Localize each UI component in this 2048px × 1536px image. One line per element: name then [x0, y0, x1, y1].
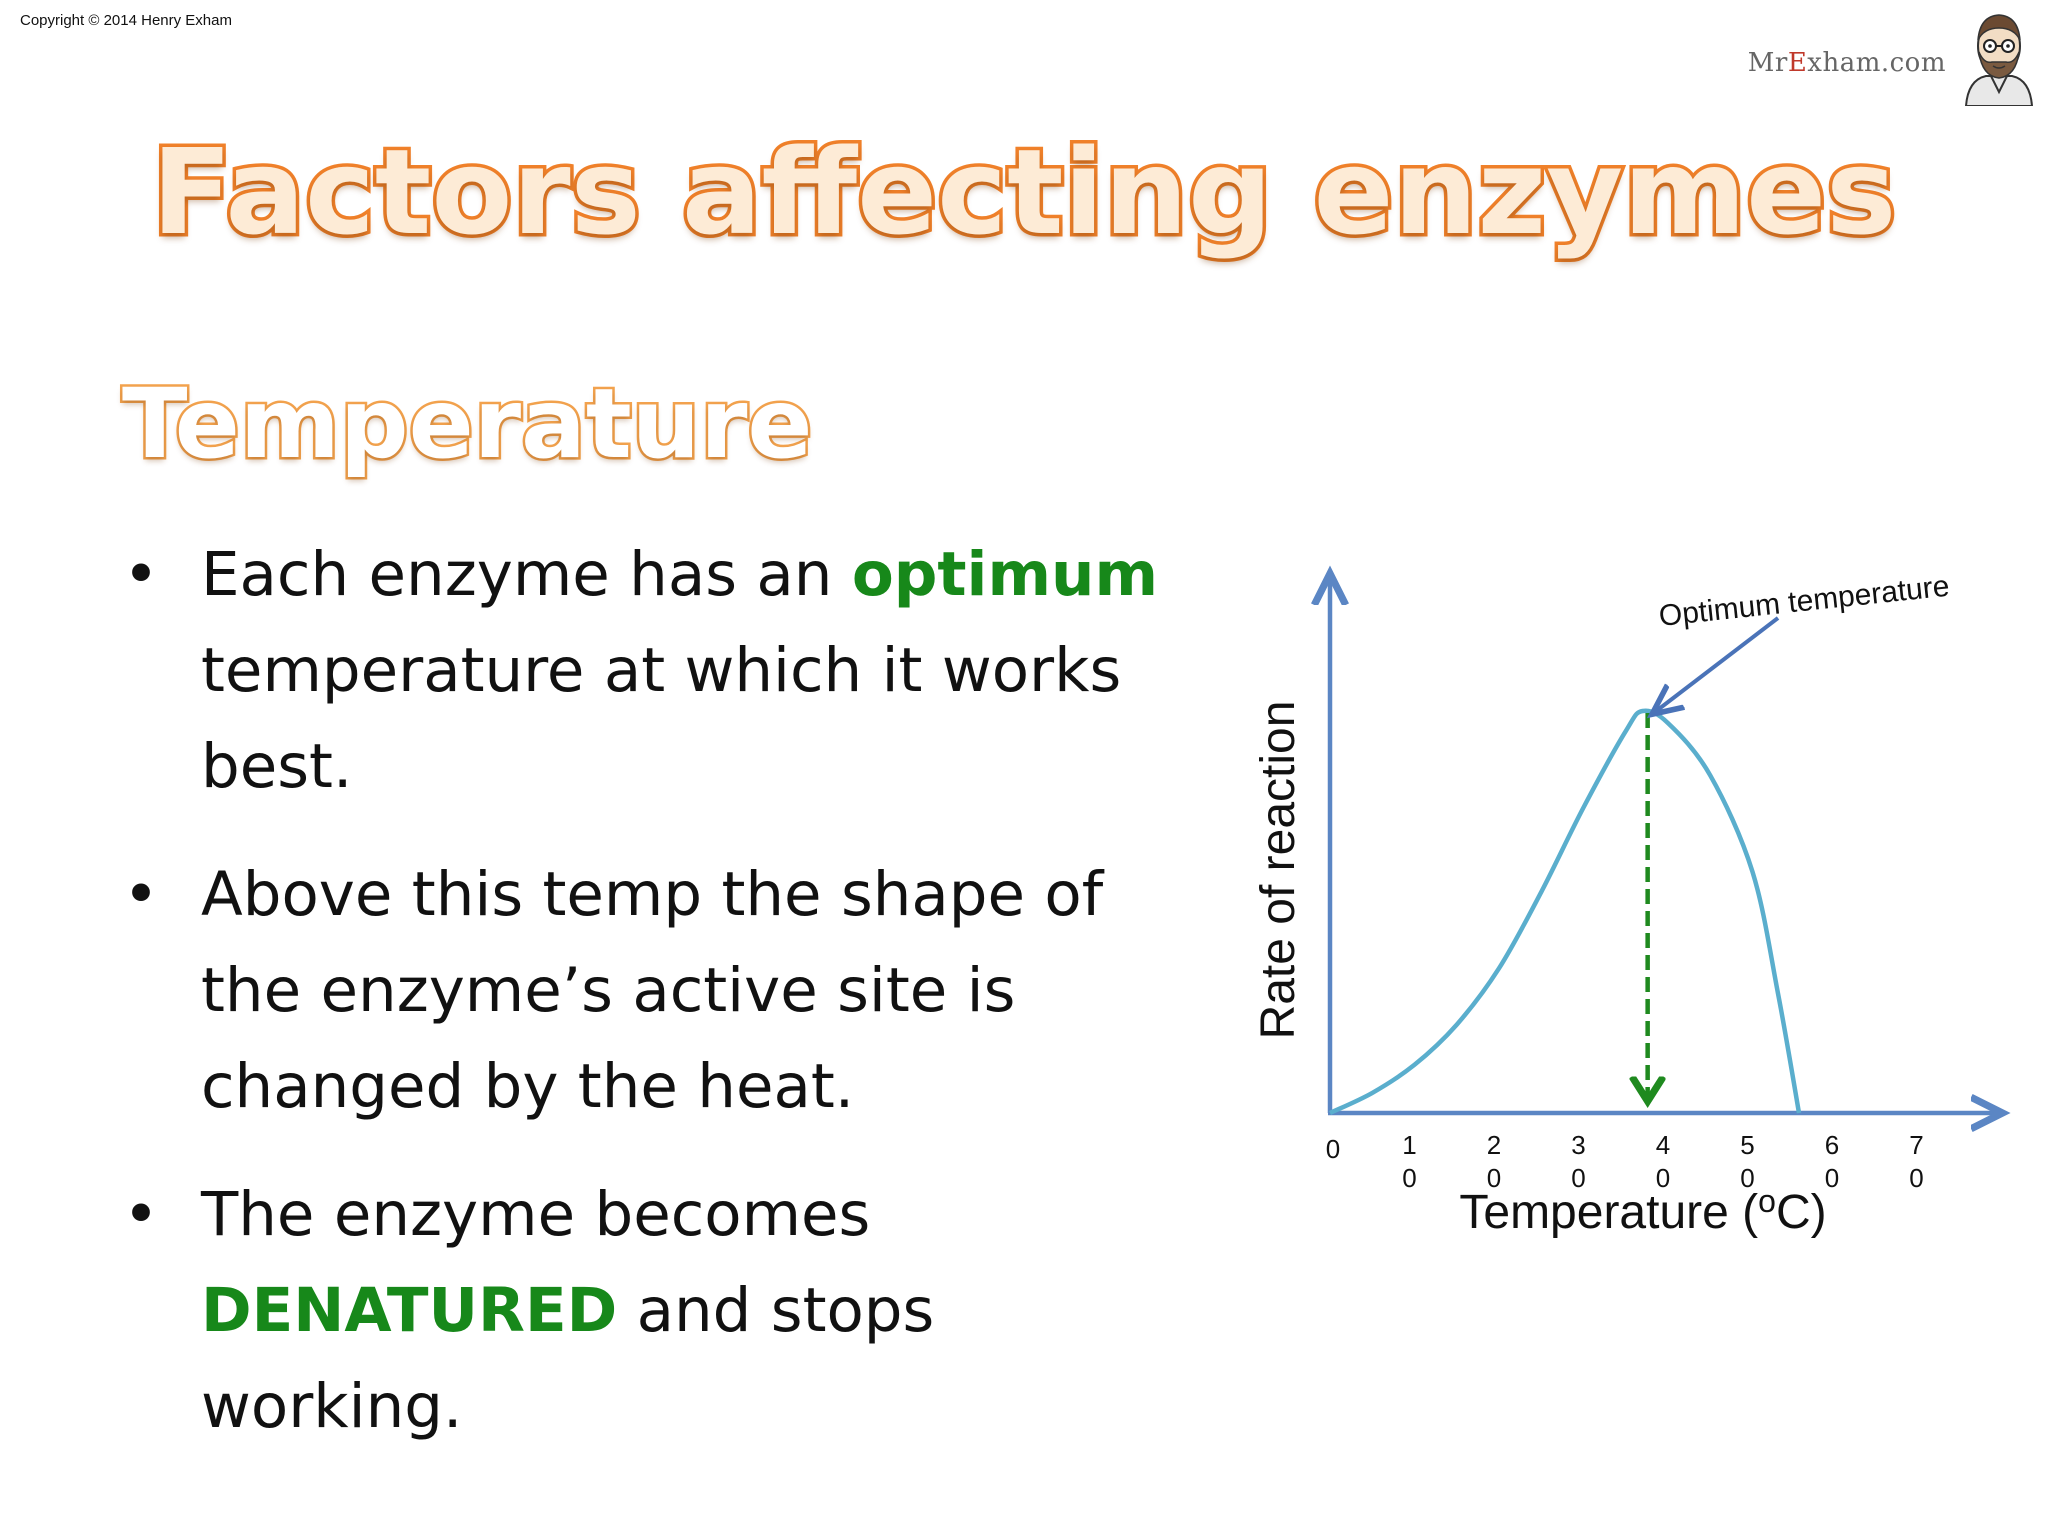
highlight-term: optimum	[851, 539, 1159, 610]
x-tick-label: 3	[1571, 1130, 1585, 1160]
x-tick-label: 5	[1740, 1130, 1754, 1160]
x-tick-label: 6	[1825, 1130, 1839, 1160]
bullet-item: Above this temp the shape of the enzyme’…	[120, 847, 1200, 1135]
optimum-annotation: Optimum temperature	[1657, 570, 1951, 633]
x-tick-label: 0	[1740, 1163, 1754, 1193]
bullet-list: Each enzyme has an optimum temperature a…	[120, 527, 1200, 1487]
brand-logo: MrExham.com	[1748, 6, 2038, 106]
x-tick-label: 2	[1487, 1130, 1501, 1160]
x-tick-label: 7	[1909, 1130, 1923, 1160]
section-heading: Temperature	[120, 368, 816, 480]
x-axis-label: Temperature (oC)	[1459, 1183, 1826, 1239]
x-tick-label: 0	[1825, 1163, 1839, 1193]
x-tick-label: 4	[1656, 1130, 1670, 1160]
x-tick-label: 0	[1402, 1163, 1416, 1193]
x-tick-label: 0	[1656, 1163, 1670, 1193]
copyright-notice: Copyright © 2014 Henry Exham	[20, 12, 232, 29]
x-tick-label: 0	[1571, 1163, 1585, 1193]
y-axis-label: Rate of reaction	[1252, 701, 1305, 1040]
x-tick-label: 1	[1402, 1130, 1416, 1160]
annotation-arrow	[1654, 616, 1780, 713]
bullet-item: The enzyme becomes DENATURED and stops w…	[120, 1167, 1200, 1455]
brand-name: MrExham.com	[1747, 48, 1946, 78]
slide-title: Factors affecting enzymes	[148, 123, 1900, 261]
x-tick-label: 0	[1909, 1163, 1923, 1193]
x-tick-label: 0	[1326, 1134, 1340, 1164]
highlight-term: DENATURED	[201, 1275, 618, 1346]
rate-curve	[1329, 708, 1802, 1116]
x-tick-label: 0	[1487, 1163, 1501, 1193]
bullet-item: Each enzyme has an optimum temperature a…	[120, 527, 1200, 815]
author-avatar-icon	[1964, 14, 2034, 106]
